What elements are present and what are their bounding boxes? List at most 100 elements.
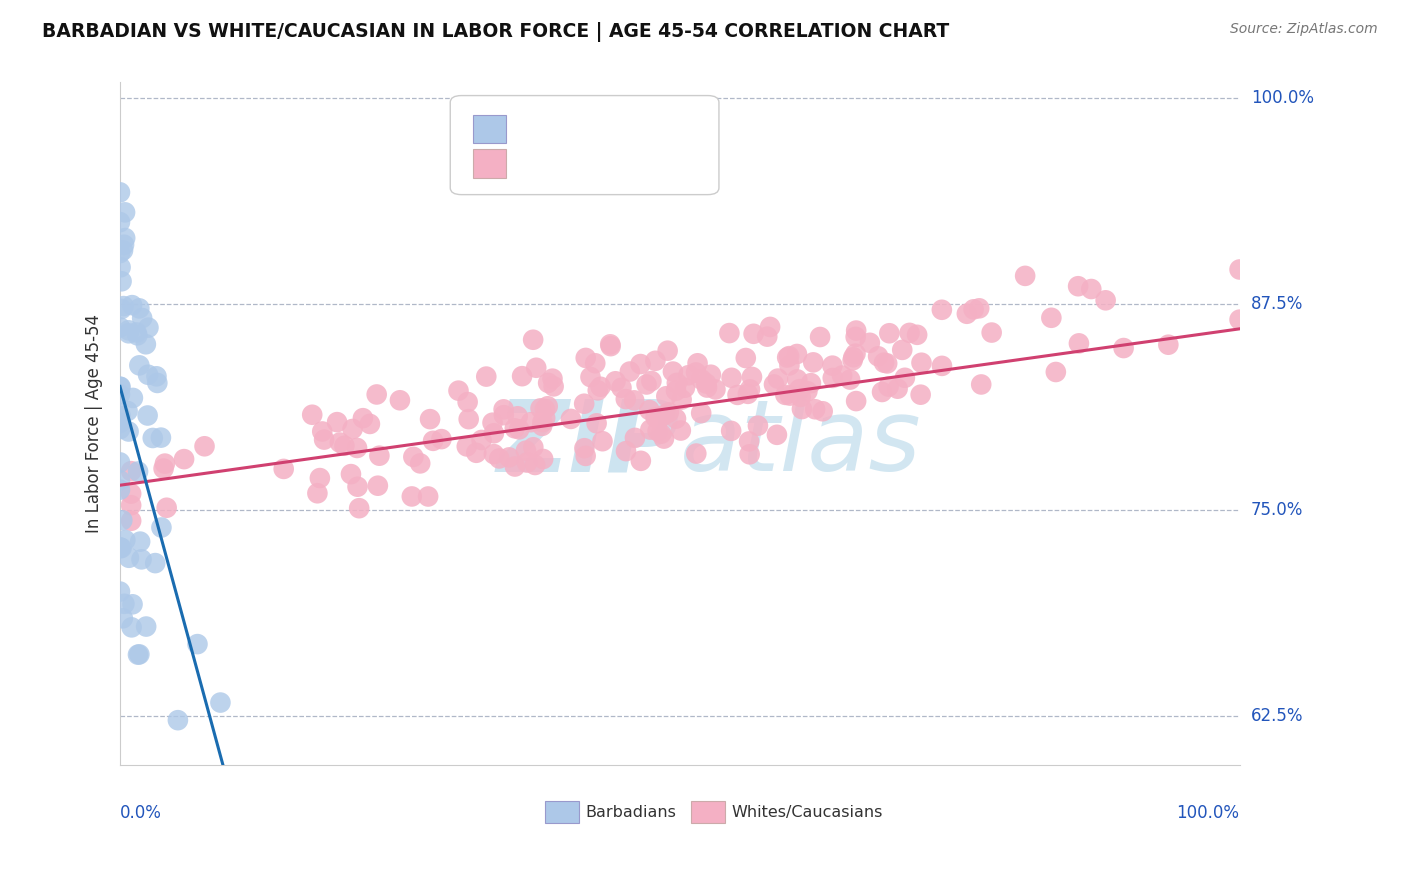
Point [790,402,813,417]
Point [700,368,723,382]
Point [108,483,131,497]
Text: 75.0%: 75.0% [1251,501,1303,519]
Point [108,541,131,555]
Point [422,434,444,448]
Point [658,405,681,419]
Point [510,369,533,384]
Point [690,372,713,386]
Point [766,371,789,385]
Point [531,452,554,467]
Point [1229,262,1251,277]
Point [779,388,801,402]
Point [789,382,811,396]
Point [585,417,607,431]
Point [529,401,551,416]
Point [273,462,295,476]
Point [801,355,824,369]
Point [108,380,131,394]
Point [894,371,917,385]
Point [108,320,131,334]
Point [143,556,166,570]
Point [541,372,564,386]
Point [665,384,688,398]
Point [131,311,153,326]
Point [503,421,526,435]
Text: Whites/Caucasians: Whites/Caucasians [731,805,883,820]
Text: ZIP: ZIP [496,395,679,492]
Point [543,379,565,393]
Point [870,384,893,399]
Point [583,356,606,370]
Point [149,431,172,445]
Text: 62.5%: 62.5% [1251,706,1303,724]
Point [128,648,150,662]
Point [108,541,131,556]
Point [121,298,143,312]
Point [1014,268,1036,283]
FancyBboxPatch shape [472,115,506,144]
Point [136,368,159,382]
Point [114,205,136,219]
Point [720,371,742,385]
Point [685,446,707,460]
Point [110,409,132,423]
Point [741,370,763,384]
Point [108,186,131,200]
Point [401,490,423,504]
Point [1157,337,1180,351]
Text: 0.0%: 0.0% [120,804,162,822]
Point [931,359,953,373]
Point [766,427,789,442]
Point [575,351,598,365]
Point [704,383,727,397]
Point [111,611,134,625]
Point [447,384,470,398]
Point [108,215,131,229]
Point [114,231,136,245]
Point [686,356,709,370]
Point [135,619,157,633]
Point [868,349,890,363]
Point [136,409,159,423]
Point [778,349,800,363]
Point [326,415,349,429]
Point [340,467,363,482]
Point [845,394,868,409]
Point [638,403,661,417]
Point [482,426,505,441]
Point [575,449,598,463]
Point [630,357,652,371]
Point [574,441,596,455]
Point [657,343,679,358]
Point [910,387,932,401]
Point [599,337,621,351]
Point [842,351,865,365]
Point [876,356,898,370]
Point [786,372,808,386]
Point [796,384,818,399]
Point [112,244,135,258]
Point [644,353,666,368]
Point [522,440,544,454]
Point [839,373,862,387]
Point [488,451,510,466]
Point [671,392,693,407]
Point [120,464,142,478]
Point [898,326,921,340]
Point [110,541,132,555]
Point [821,359,844,373]
Point [209,696,232,710]
Point [1080,282,1102,296]
Point [747,418,769,433]
Point [186,637,208,651]
Point [821,371,844,385]
Point [498,450,520,465]
Point [718,326,741,340]
Text: BARBADIAN VS WHITE/CAUCASIAN IN LABOR FORCE | AGE 45-54 CORRELATION CHART: BARBADIAN VS WHITE/CAUCASIAN IN LABOR FO… [42,22,949,42]
Point [727,388,749,402]
Y-axis label: In Labor Force | Age 45-54: In Labor Force | Age 45-54 [86,314,103,533]
Point [640,374,662,388]
Point [738,447,761,461]
Point [117,404,139,418]
Point [599,339,621,353]
